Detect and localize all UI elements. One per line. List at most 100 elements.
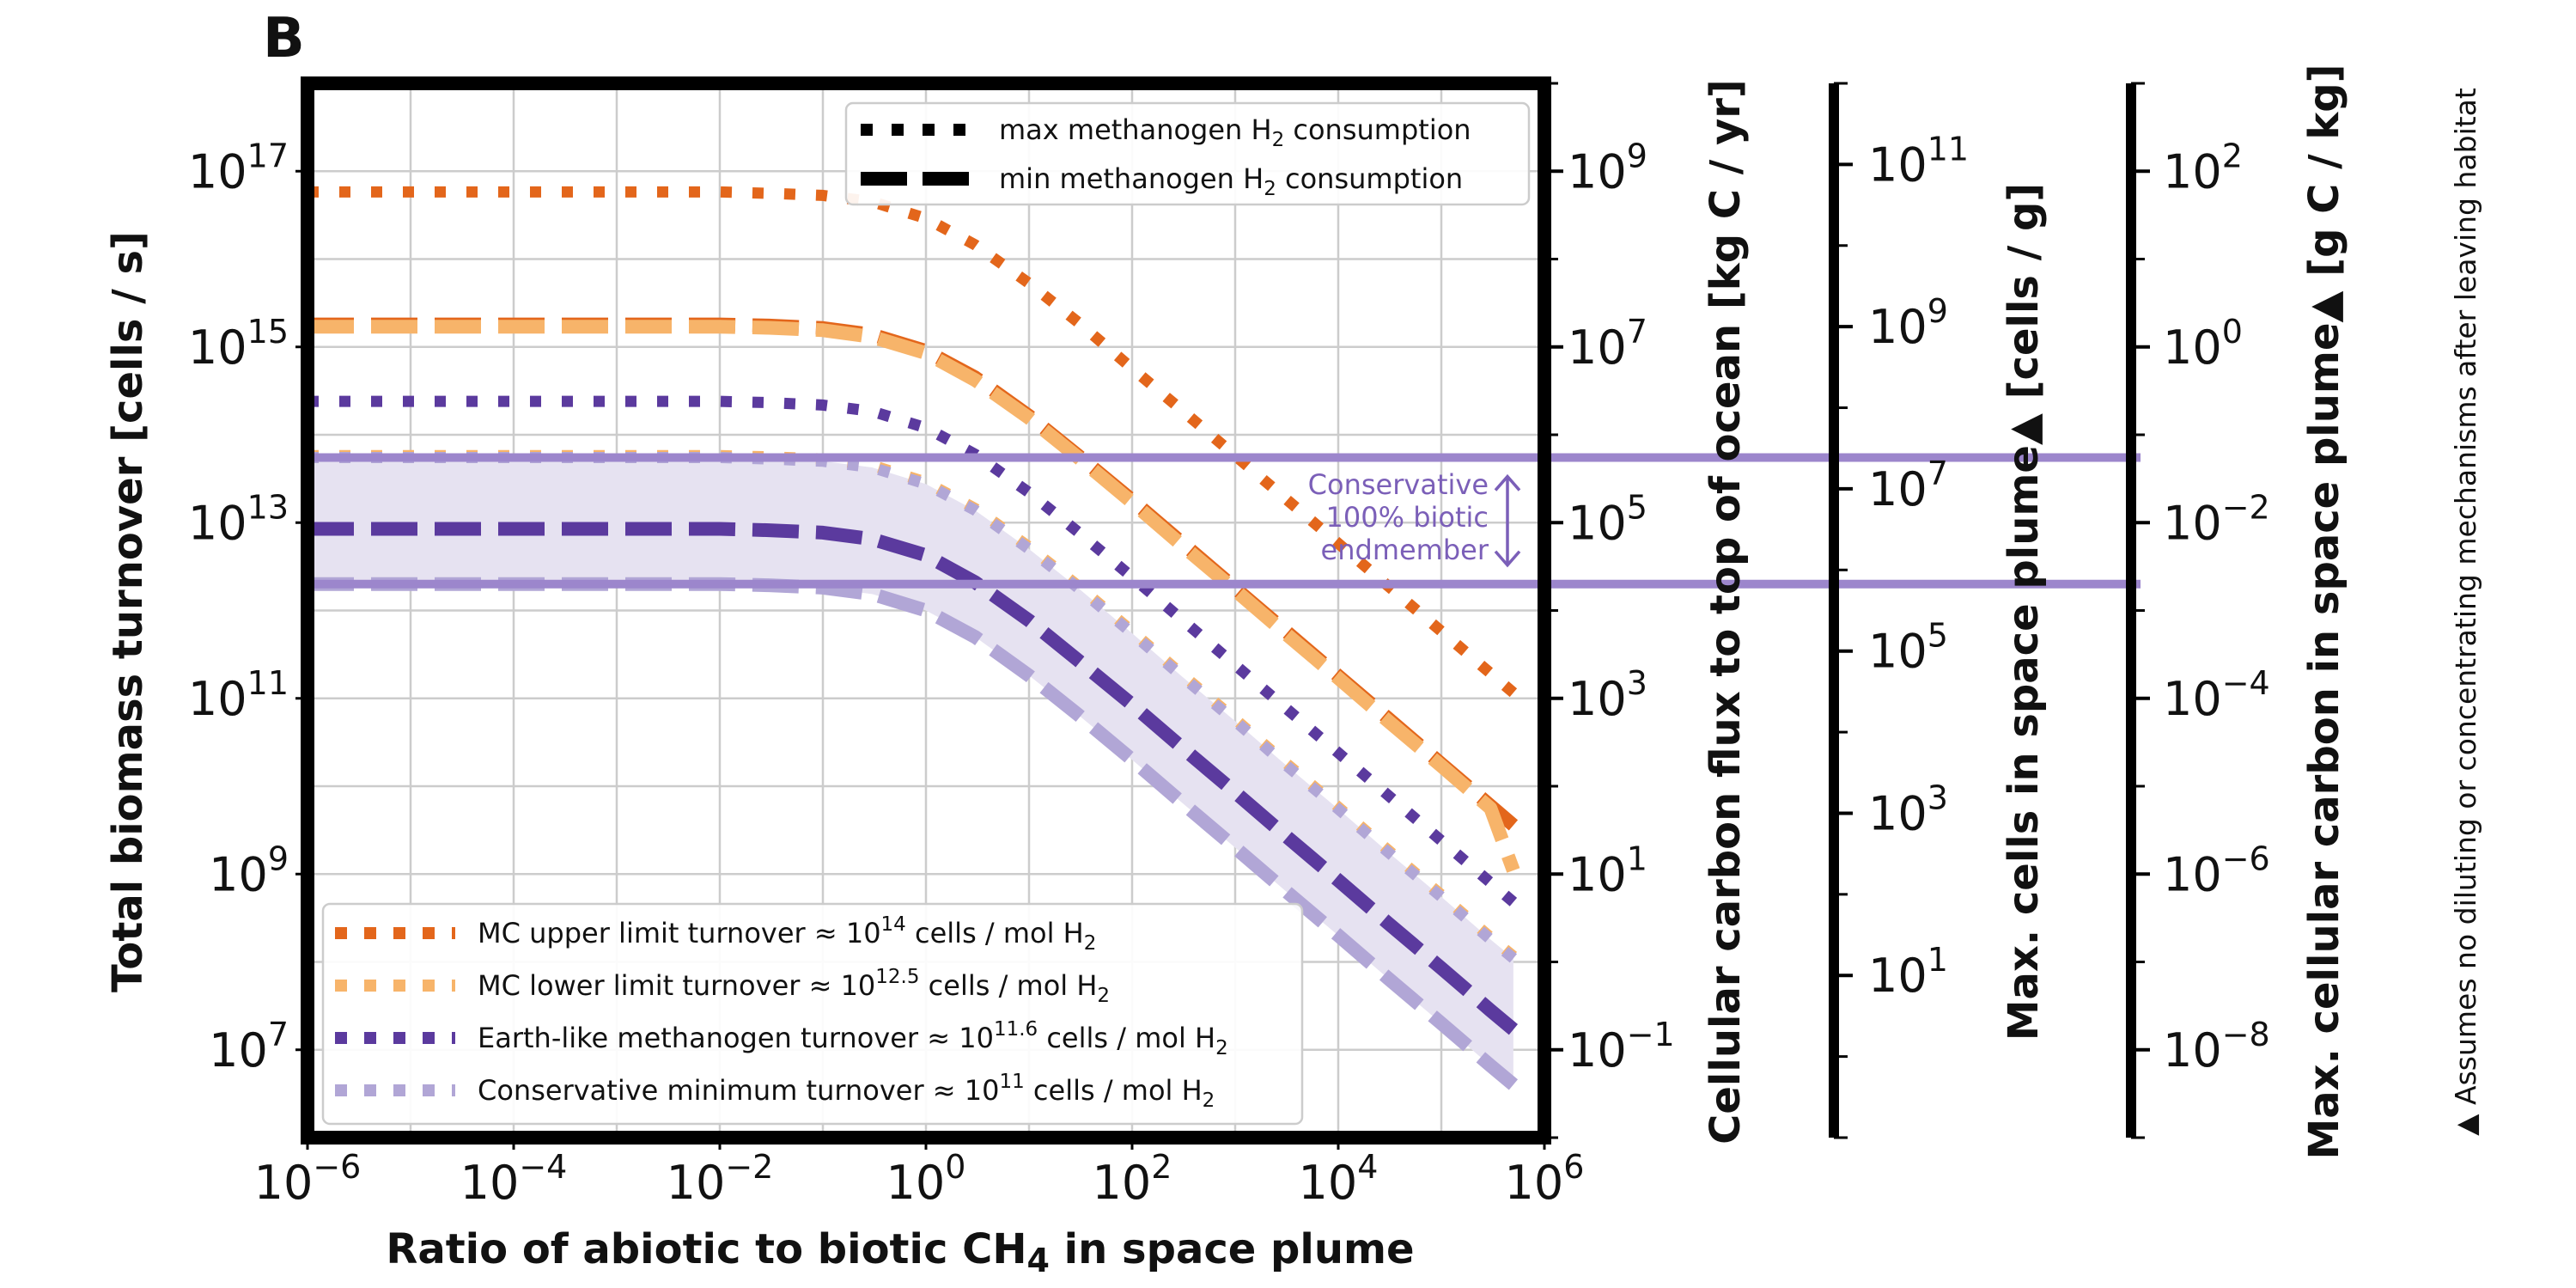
secondary-tick-label-base: 10: [1568, 1023, 1627, 1077]
style-legend-label-suffix: consumption: [1276, 162, 1463, 195]
color-legend-label-exp: 11: [999, 1071, 1024, 1093]
x-axis-title: Ratio of abiotic to biotic CH4 in space …: [386, 1225, 1414, 1279]
color-legend-label: Conservative minimum turnover ≈ 1011 cel…: [478, 1071, 1215, 1112]
x-tick-label-base: 10: [1505, 1156, 1564, 1210]
secondary-tick-label: 102: [2163, 137, 2243, 198]
color-legend-label-sub: 2: [1215, 1037, 1228, 1059]
x-axis-title-suffix: in space plume: [1050, 1225, 1415, 1273]
x-tick-label-exp: −6: [313, 1148, 361, 1186]
style-legend-label-main: min methanogen H: [999, 162, 1264, 195]
color-legend-label-suffix: cells / mol H: [906, 917, 1084, 949]
color-legend-label-exp: 12.5: [875, 966, 919, 988]
secondary-tick-label-base: 10: [1568, 320, 1627, 375]
secondary-tick-label-base: 10: [1868, 462, 1927, 516]
secondary-tick-label-exp: −2: [2222, 488, 2270, 526]
secondary-tick-label: 10−8: [2163, 1016, 2270, 1077]
x-tick-label-base: 10: [1093, 1156, 1152, 1210]
secondary-tick-label-base: 10: [1568, 847, 1627, 901]
annotation-arrowhead-bottom: [1494, 550, 1521, 568]
secondary-tick-label-exp: −8: [2222, 1016, 2270, 1053]
color-legend-label-sub: 2: [1203, 1090, 1215, 1112]
secondary-tick-label-base: 10: [1568, 144, 1627, 198]
secondary-tick-label-base: 10: [2163, 1023, 2222, 1077]
secondary-axis-title: Max. cellular carbon in space plume▲ [g …: [2300, 64, 2348, 1159]
secondary-tick-label-exp: 9: [1627, 137, 1647, 174]
color-legend-label: Earth-like methanogen turnover ≈ 1011.6 …: [478, 1018, 1228, 1059]
x-tick-label-base: 10: [667, 1156, 726, 1210]
color-legend-label-sub: 2: [1084, 932, 1097, 955]
y-tick-label-base: 10: [188, 320, 247, 375]
secondary-tick-label-base: 10: [1868, 625, 1927, 679]
secondary-tick-label: 105: [1568, 488, 1647, 550]
secondary-axis-title: Cellular carbon flux to top of ocean [kg…: [1702, 79, 1750, 1145]
secondary-tick-label-exp: 0: [2222, 313, 2243, 351]
secondary-tick-label: 107: [1568, 313, 1647, 375]
x-tick-label-base: 10: [254, 1156, 314, 1210]
x-tick-label-exp: −2: [725, 1148, 773, 1186]
x-tick-label-exp: −4: [519, 1148, 567, 1186]
color-legend-label-suffix: cells / mol H: [1038, 1022, 1215, 1054]
annotation-text: endmember: [1321, 534, 1489, 566]
style-legend-label: min methanogen H2 consumption: [999, 162, 1463, 200]
secondary-tick-label: 1011: [1868, 130, 1969, 192]
color-legend-label-exp: 14: [881, 913, 906, 936]
annotation-arrowhead-top: [1494, 473, 1521, 491]
secondary-tick-label-exp: 5: [1927, 617, 1948, 655]
secondary-tick-label: 10−6: [2163, 839, 2270, 901]
secondary-tick-label-base: 10: [1868, 300, 1927, 354]
x-tick-label: 10−6: [254, 1148, 362, 1210]
secondary-tick-label-base: 10: [2163, 672, 2222, 726]
color-legend-label-suffix: cells / mol H: [1025, 1074, 1203, 1107]
y-tick-label: 1017: [188, 137, 289, 198]
secondary-tick-label-base: 10: [1868, 949, 1927, 1003]
y-tick-label-exp: 11: [247, 664, 289, 702]
secondary-tick-label-base: 10: [1568, 496, 1627, 550]
secondary-tick-label: 103: [1568, 664, 1647, 726]
y-tick-label-base: 10: [209, 1023, 268, 1077]
secondary-tick-label-exp: 11: [1927, 130, 1969, 168]
x-tick-label-base: 10: [460, 1156, 520, 1210]
color-legend-label-prefix: Earth-like methanogen turnover ≈ 10: [478, 1022, 994, 1054]
secondary-tick-label: 103: [1868, 778, 1948, 840]
x-tick-label: 102: [1093, 1148, 1172, 1210]
y-axis-title: Total biomass turnover [cells / s]: [104, 231, 152, 992]
y-tick-label-base: 10: [188, 496, 247, 550]
color-legend-label-exp: 11.6: [994, 1018, 1038, 1041]
style-legend-label-sub: 2: [1264, 178, 1276, 200]
color-legend-label-sub: 2: [1097, 985, 1110, 1007]
y-tick-label: 109: [209, 839, 289, 901]
x-tick-label: 10−4: [460, 1148, 568, 1210]
color-legend-label: MC upper limit turnover ≈ 1014 cells / m…: [478, 913, 1096, 955]
y-tick-label: 1015: [188, 313, 289, 375]
secondary-tick-label-exp: 3: [1927, 778, 1948, 816]
y-tick-label-base: 10: [188, 672, 247, 726]
secondary-tick-label-base: 10: [2163, 847, 2222, 901]
style-legend-label-suffix: consumption: [1284, 113, 1471, 146]
y-tick-label-base: 10: [188, 144, 247, 198]
style-legend-label-main: max methanogen H: [999, 113, 1272, 146]
x-tick-label-exp: 0: [945, 1148, 965, 1186]
annotation-text: Conservative: [1308, 468, 1489, 501]
color-legend-label: MC lower limit turnover ≈ 1012.5 cells /…: [478, 966, 1110, 1007]
secondary-tick-label-exp: 1: [1627, 839, 1647, 877]
secondary-tick-label-exp: −1: [1627, 1016, 1675, 1053]
x-tick-label-base: 10: [1299, 1156, 1358, 1210]
secondary-tick-label-exp: 9: [1927, 292, 1948, 330]
x-tick-label: 106: [1505, 1148, 1585, 1210]
secondary-axis-title: Max. cells in space plume▲ [cells / g]: [2000, 183, 2048, 1041]
secondary-tick-label: 100: [2163, 313, 2243, 375]
secondary-tick-label: 109: [1568, 137, 1647, 198]
y-tick-label-exp: 7: [268, 1016, 289, 1053]
secondary-tick-label: 109: [1868, 292, 1948, 354]
secondary-tick-label-exp: 1: [1927, 941, 1948, 979]
y-tick-label-exp: 15: [247, 313, 289, 351]
secondary-tick-label: 107: [1868, 455, 1948, 516]
footnote: ▲ Assumes no diluting or concentrating m…: [2449, 88, 2482, 1136]
color-legend-label-prefix: MC upper limit turnover ≈ 10: [478, 917, 881, 949]
secondary-tick-label: 10−2: [2163, 488, 2270, 550]
secondary-tick-label-base: 10: [1868, 137, 1927, 192]
secondary-tick-label-exp: 5: [1627, 488, 1647, 526]
